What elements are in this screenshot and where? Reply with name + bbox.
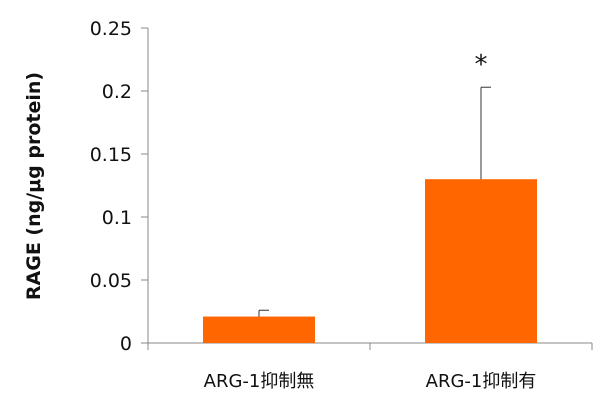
y-axis-label: RAGE (ng/μg protein): [23, 72, 45, 300]
y-ticks: 0 0.05 0.1 0.15 0.2 0.25: [90, 18, 148, 355]
bar: [203, 316, 315, 343]
x-tick-label: ARG-1抑制有: [426, 371, 537, 392]
significance-marker: *: [475, 50, 488, 80]
y-tick-label: 0.1: [102, 207, 132, 229]
y-tick-label: 0: [120, 333, 132, 355]
bars: *: [203, 50, 537, 343]
bar: [425, 179, 537, 343]
y-tick-label: 0.05: [90, 270, 132, 292]
y-tick-label: 0.25: [90, 18, 132, 40]
y-axis-label-group: RAGE (ng/μg protein): [23, 72, 45, 300]
y-tick-label: 0.2: [102, 81, 132, 103]
y-tick-label: 0.15: [90, 144, 132, 166]
x-tick-labels: ARG-1抑制無 ARG-1抑制有: [204, 371, 537, 392]
x-tick-label: ARG-1抑制無: [204, 371, 315, 392]
